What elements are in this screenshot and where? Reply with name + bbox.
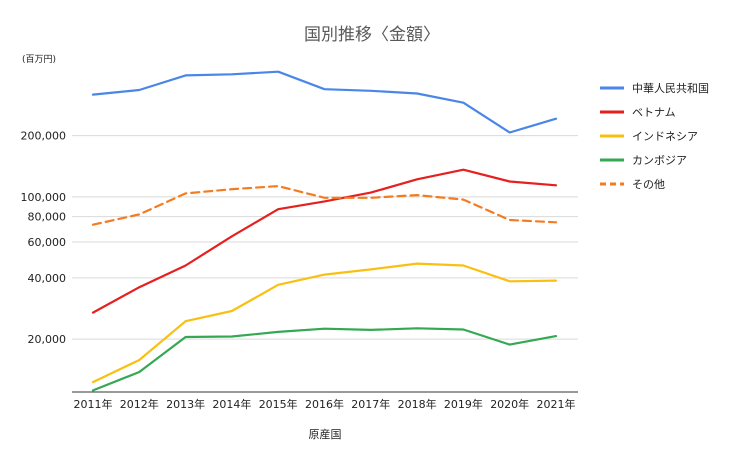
y-tick-label: 20,000 — [28, 333, 67, 346]
legend-label: インドネシア — [632, 130, 698, 143]
x-tick-label: 2021年 — [537, 397, 576, 411]
x-tick-label: 2020年 — [490, 397, 529, 411]
chart-title: 国別推移〈金額〉 — [304, 25, 440, 45]
gridlines — [72, 135, 578, 340]
series-line — [91, 185, 558, 226]
series-line — [91, 327, 558, 392]
series-line — [91, 262, 558, 384]
x-tick-label: 2018年 — [398, 397, 437, 411]
y-tick-label: 80,000 — [28, 211, 67, 224]
series-lines — [91, 70, 558, 392]
x-tick-label: 2014年 — [212, 397, 251, 411]
x-tick-label: 2013年 — [166, 397, 205, 411]
x-tick-label: 2019年 — [444, 397, 483, 411]
x-tick-label: 2012年 — [120, 397, 159, 411]
legend-label: カンボジア — [632, 154, 687, 167]
x-tick-label: 2016年 — [305, 397, 344, 411]
series-line — [91, 168, 558, 314]
y-tick-label: 100,000 — [21, 191, 67, 204]
y-tick-label: 200,000 — [21, 130, 67, 143]
legend-label: その他 — [632, 178, 665, 191]
legend-label: ベトナム — [632, 106, 676, 119]
legend-label: 中華人民共和国 — [632, 82, 709, 95]
x-axis-title: 原産国 — [309, 428, 342, 441]
unit-label: (百万円) — [22, 54, 56, 65]
x-axis-tick-labels: 2011年 2012年 2013年 2014年 2015年 2016年 2017年 2018年… — [74, 397, 576, 411]
x-tick-label: 2015年 — [259, 397, 298, 411]
series-line — [91, 70, 558, 134]
x-tick-label: 2017年 — [351, 397, 390, 411]
y-tick-label: 60,000 — [28, 236, 67, 249]
x-tick-label: 2011年 — [74, 397, 113, 411]
y-tick-label: 40,000 — [28, 272, 67, 285]
y-axis-tick-labels: 20,000 40,000 60,000 80,000 100,000 200,000 — [21, 130, 67, 347]
